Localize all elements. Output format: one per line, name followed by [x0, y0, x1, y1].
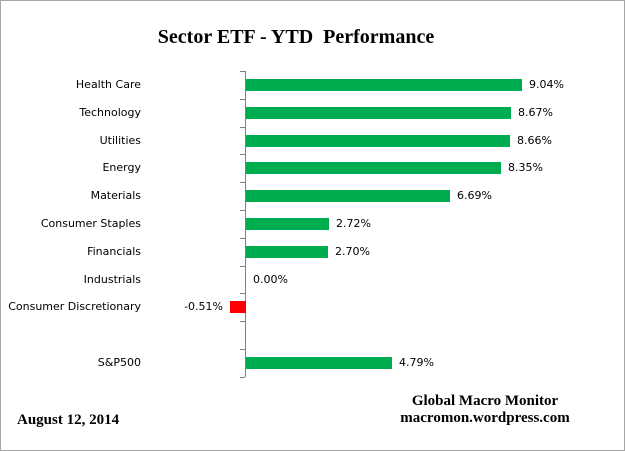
positive-bar: [246, 190, 450, 202]
axis-tick: [240, 182, 245, 183]
axis-tick: [240, 71, 245, 72]
category-label: Health Care: [75, 78, 141, 91]
positive-bar: [246, 357, 392, 369]
positive-bar: [246, 162, 501, 174]
value-label: 8.35%: [508, 161, 543, 174]
category-label: Consumer Discretionary: [8, 300, 141, 313]
axis-tick: [240, 210, 245, 211]
source-name: Global Macro Monitor: [411, 393, 559, 409]
category-label: Financials: [87, 245, 141, 258]
value-label: 8.66%: [517, 134, 552, 147]
axis-tick: [240, 377, 245, 378]
value-label: 4.79%: [399, 356, 434, 369]
category-label: Consumer Staples: [40, 217, 141, 230]
axis-tick: [240, 238, 245, 239]
axis-tick: [240, 127, 245, 128]
value-label: -0.51%: [184, 300, 223, 313]
chart-date: August 12, 2014: [17, 412, 120, 428]
positive-bar: [246, 135, 510, 147]
value-label: 2.72%: [336, 217, 371, 230]
axis-tick: [240, 154, 245, 155]
value-label: 8.67%: [518, 106, 553, 119]
category-label: Materials: [90, 189, 141, 202]
category-label: Utilities: [99, 134, 141, 147]
category-label: Energy: [102, 161, 141, 174]
axis-tick: [240, 321, 245, 322]
negative-bar: [230, 301, 246, 313]
category-label: Industrials: [83, 273, 141, 286]
axis-tick: [240, 349, 245, 350]
value-label: 2.70%: [335, 245, 370, 258]
axis-tick: [240, 293, 245, 294]
chart-title: Sector ETF - YTD Performance: [157, 26, 435, 48]
positive-bar: [246, 79, 522, 91]
positive-bar: [246, 246, 328, 258]
value-label: 0.00%: [253, 273, 288, 286]
value-label: 6.69%: [457, 189, 492, 202]
source-url: macromon.wordpress.com: [400, 410, 570, 426]
value-label: 9.04%: [529, 78, 564, 91]
source-attribution: Global Macro Monitor macromon.wordpress.…: [378, 393, 592, 427]
category-label: Technology: [79, 106, 141, 119]
category-label: S&P500: [97, 356, 141, 369]
axis-tick: [240, 266, 245, 267]
category-axis-line: [245, 71, 246, 377]
axis-tick: [240, 99, 245, 100]
positive-bar: [246, 218, 329, 230]
positive-bar: [246, 107, 511, 119]
